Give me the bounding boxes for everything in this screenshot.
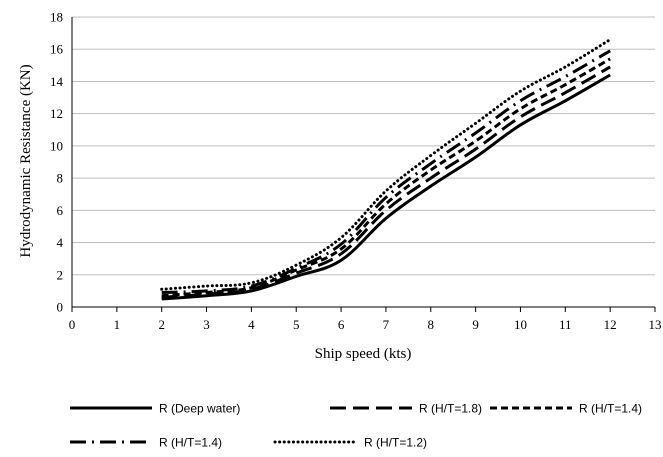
- y-tick-label: 2: [57, 267, 64, 282]
- x-tick-label: 3: [203, 317, 210, 332]
- y-tick-label: 6: [57, 203, 64, 218]
- x-tick-label: 13: [649, 317, 662, 332]
- series-line-1: [161, 73, 611, 301]
- series-line-5: [160, 38, 612, 291]
- y-tick-label: 12: [50, 106, 63, 121]
- y-tick-label: 14: [50, 74, 64, 89]
- x-tick-label: 0: [69, 317, 76, 332]
- x-tick-label: 10: [514, 317, 527, 332]
- x-tick-label: 6: [338, 317, 345, 332]
- y-tick-label: 0: [57, 300, 64, 315]
- legend-label: R (H/T=1.8): [419, 402, 482, 416]
- x-axis-title: Ship speed (kts): [315, 346, 412, 362]
- y-tick-label: 4: [57, 235, 64, 250]
- series-line-4: [161, 49, 611, 294]
- y-tick-label: 10: [50, 138, 63, 153]
- series-lines: [160, 38, 612, 301]
- legend-label: R (H/T=1.4): [159, 436, 222, 450]
- y-axis-title: Hydrodynamic Resistance (KN): [18, 64, 34, 257]
- series-line-2: [161, 65, 611, 299]
- y-tick-label: 16: [50, 42, 64, 57]
- axes: [71, 17, 656, 312]
- x-tick-label: 1: [114, 317, 121, 332]
- y-tick-label: 18: [50, 10, 63, 25]
- x-tick-label: 11: [559, 317, 572, 332]
- legend: R (Deep water) R (H/T=1.8) R (H/T=1.4) R (H…: [70, 402, 642, 450]
- x-tick-label: 7: [383, 317, 390, 332]
- x-tick-label: 5: [293, 317, 300, 332]
- x-tick-label: 8: [428, 317, 435, 332]
- x-tick-label: 4: [248, 317, 255, 332]
- series-line-3: [161, 57, 611, 298]
- legend-label: R (H/T=1.4): [579, 402, 642, 416]
- legend-label: R (Deep water): [159, 402, 240, 416]
- gridlines: [72, 16, 655, 276]
- x-tick-label: 9: [472, 317, 479, 332]
- x-tick-label: 2: [158, 317, 165, 332]
- legend-label: R (H/T=1.2): [364, 436, 427, 450]
- y-tick-label: 8: [57, 171, 64, 186]
- x-tick-label: 12: [604, 317, 617, 332]
